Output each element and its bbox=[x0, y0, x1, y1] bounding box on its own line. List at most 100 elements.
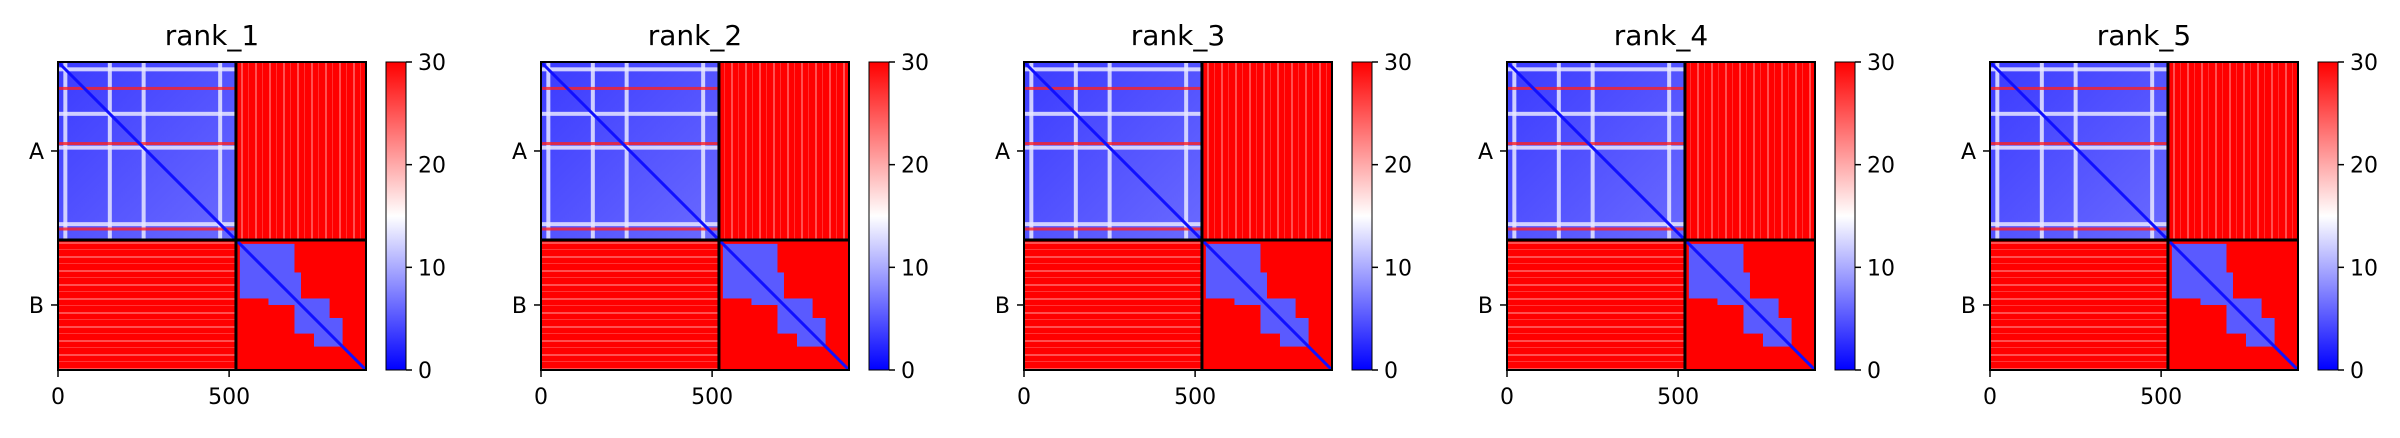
block-a-band bbox=[1024, 227, 1202, 231]
y-tick-label: A bbox=[1478, 140, 1493, 165]
block-a-gridline-h bbox=[541, 111, 719, 116]
interchain-block-ab bbox=[1201, 62, 1332, 240]
colorbar-tick-label: 0 bbox=[1867, 359, 1881, 384]
block-a-gridline-v bbox=[141, 62, 146, 240]
x-tick-label: 500 bbox=[1174, 385, 1216, 410]
block-a-band bbox=[58, 86, 236, 90]
block-a-gridline-v bbox=[1512, 62, 1517, 240]
panel-title: rank_1 bbox=[165, 19, 259, 52]
block-a-band bbox=[1507, 227, 1685, 231]
colorbar-tick-label: 10 bbox=[418, 256, 446, 281]
block-a-gridline-h bbox=[1507, 145, 1685, 150]
colorbar-tick-label: 20 bbox=[1384, 154, 1412, 179]
block-a-gridline-v bbox=[1667, 62, 1672, 240]
block-a-gridline-v bbox=[1184, 62, 1189, 240]
y-tick-label: B bbox=[995, 294, 1010, 319]
block-a-band bbox=[541, 86, 719, 90]
block-a-gridline-h bbox=[1024, 111, 1202, 116]
block-a-gridline-h bbox=[1507, 111, 1685, 116]
block-a-band bbox=[541, 227, 719, 231]
heatmap-panel-1: rank_1 0 500 A B 0 10 20 30 bbox=[29, 19, 446, 410]
colorbar-tick-label: 30 bbox=[901, 51, 929, 76]
y-tick-label: B bbox=[1478, 294, 1493, 319]
interchain-block-ab bbox=[718, 62, 849, 240]
block-a-gridline-h bbox=[58, 67, 236, 72]
block-a-gridline-h bbox=[1990, 111, 2168, 116]
block-a-gridline-v bbox=[218, 62, 223, 240]
block-a-gridline-v bbox=[107, 62, 112, 240]
colorbar-tick-label: 30 bbox=[1867, 51, 1895, 76]
diagonal bbox=[56, 60, 368, 372]
block-a-gridline-v bbox=[624, 62, 629, 240]
block-a-gridline-v bbox=[1590, 62, 1595, 240]
x-tick-label: 0 bbox=[1017, 385, 1031, 410]
interchain-block-ab bbox=[2167, 62, 2298, 240]
block-a-gridline-v bbox=[63, 62, 68, 240]
block-a-band bbox=[1990, 142, 2168, 146]
colorbar bbox=[1834, 61, 1856, 371]
block-a-gridline-h bbox=[1024, 222, 1202, 227]
x-tick-label: 0 bbox=[534, 385, 548, 410]
interchain-block-ba bbox=[1024, 239, 1202, 370]
colorbar-tick-label: 10 bbox=[2350, 256, 2378, 281]
diagonal bbox=[1988, 60, 2300, 372]
colorbar-tick-label: 30 bbox=[1384, 51, 1412, 76]
interchain-block-ba bbox=[541, 239, 719, 370]
x-tick-label: 500 bbox=[691, 385, 733, 410]
x-tick-label: 0 bbox=[1500, 385, 1514, 410]
block-a-gridline-v bbox=[1556, 62, 1561, 240]
block-a-band bbox=[1990, 227, 2168, 231]
block-a-band bbox=[541, 142, 719, 146]
x-tick-label: 500 bbox=[208, 385, 250, 410]
panel-title: rank_4 bbox=[1614, 19, 1708, 52]
interchain-block-ba bbox=[1990, 239, 2168, 370]
axes-frame bbox=[1989, 61, 2299, 371]
block-a-gridline-v bbox=[1995, 62, 2000, 240]
axes-frame bbox=[1506, 61, 1816, 371]
y-tick-label: A bbox=[1961, 140, 1976, 165]
colorbar-tick-label: 10 bbox=[1384, 256, 1412, 281]
colorbar-tick-label: 10 bbox=[901, 256, 929, 281]
diagonal bbox=[1022, 60, 1334, 372]
block-a-gridline-h bbox=[58, 145, 236, 150]
block-a-gridline-h bbox=[541, 145, 719, 150]
block-a-gridline-v bbox=[2039, 62, 2044, 240]
colorbar-tick-label: 30 bbox=[2350, 51, 2378, 76]
colorbar-tick-label: 0 bbox=[2350, 359, 2364, 384]
block-a-gridline-h bbox=[58, 222, 236, 227]
block-a-gridline-h bbox=[1507, 222, 1685, 227]
colorbar-tick-label: 20 bbox=[1867, 154, 1895, 179]
colorbar bbox=[2317, 61, 2339, 371]
x-tick-label: 500 bbox=[1657, 385, 1699, 410]
block-a-gridline-h bbox=[1990, 222, 2168, 227]
heatmap-panel-4: rank_4 0 500 A B 0 10 20 30 bbox=[1478, 19, 1895, 410]
interchain-block-ba bbox=[1507, 239, 1685, 370]
block-a-band bbox=[1024, 142, 1202, 146]
heatmap-panel-5: rank_5 0 500 A B 0 10 20 30 bbox=[1961, 19, 2378, 410]
colorbar-tick-label: 0 bbox=[418, 359, 432, 384]
block-a-band bbox=[1507, 86, 1685, 90]
axes-frame bbox=[57, 61, 367, 371]
diagonal bbox=[539, 60, 851, 372]
block-a-gridline-v bbox=[1029, 62, 1034, 240]
interchain-block-ab bbox=[235, 62, 366, 240]
axes-frame bbox=[540, 61, 850, 371]
colorbar-tick-label: 20 bbox=[418, 154, 446, 179]
block-a-band bbox=[58, 227, 236, 231]
y-tick-label: A bbox=[995, 140, 1010, 165]
colorbar-tick-label: 20 bbox=[2350, 154, 2378, 179]
block-a-gridline-v bbox=[546, 62, 551, 240]
y-tick-label: B bbox=[512, 294, 527, 319]
block-a-gridline-h bbox=[1024, 67, 1202, 72]
colorbar bbox=[868, 61, 890, 371]
colorbar bbox=[385, 61, 407, 371]
block-a-gridline-h bbox=[541, 67, 719, 72]
panel-title: rank_3 bbox=[1131, 19, 1225, 52]
y-tick-label: B bbox=[29, 294, 44, 319]
block-a-gridline-v bbox=[2150, 62, 2155, 240]
block-a-gridline-h bbox=[541, 222, 719, 227]
colorbar-tick-label: 0 bbox=[901, 359, 915, 384]
block-a-gridline-h bbox=[1990, 67, 2168, 72]
block-a-gridline-v bbox=[2073, 62, 2078, 240]
